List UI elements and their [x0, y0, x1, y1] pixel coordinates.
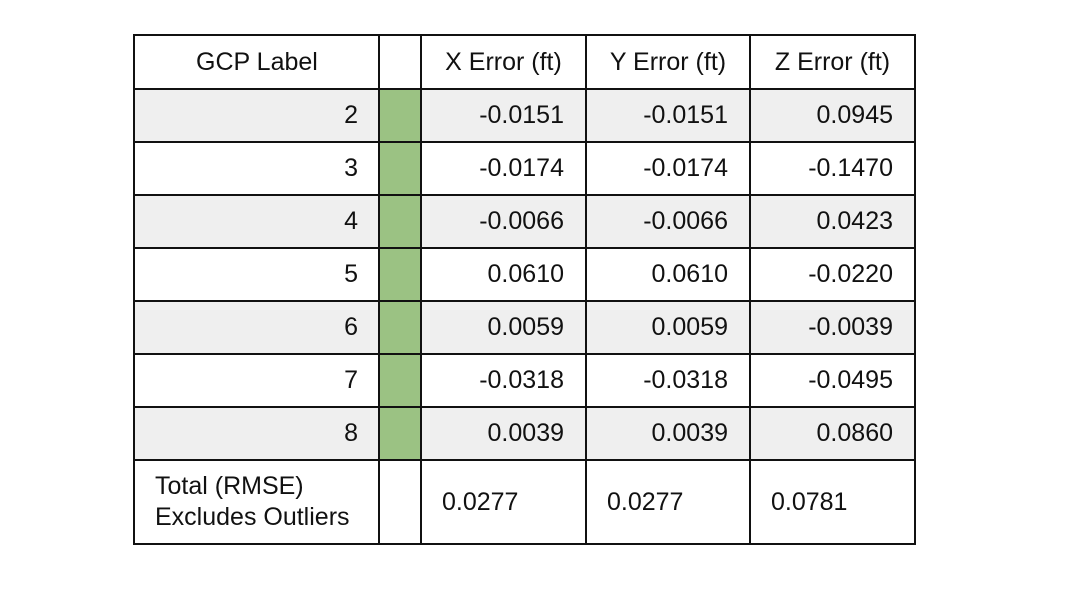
y-error-cell: 0.0610 — [585, 247, 751, 302]
header-z-error: Z Error (ft) — [749, 34, 916, 90]
table-row: 6 0.0059 0.0059 -0.0039 — [133, 300, 916, 355]
gcp-label-cell: 6 — [133, 300, 380, 355]
table-row: 5 0.0610 0.0610 -0.0220 — [133, 247, 916, 302]
gcp-label-cell: 2 — [133, 88, 380, 143]
x-error-cell: 0.0059 — [420, 300, 587, 355]
table-row: 4 -0.0066 -0.0066 0.0423 — [133, 194, 916, 249]
flag-cell — [378, 406, 422, 461]
table-header-row: GCP Label X Error (ft) Y Error (ft) Z Er… — [133, 34, 916, 90]
x-error-cell: 0.0039 — [420, 406, 587, 461]
table-row: 3 -0.0174 -0.0174 -0.1470 — [133, 141, 916, 196]
y-error-cell: -0.0066 — [585, 194, 751, 249]
total-label-line1: Total (RMSE) — [155, 472, 304, 500]
flag-cell — [378, 353, 422, 408]
y-error-cell: -0.0318 — [585, 353, 751, 408]
gcp-label-cell: 8 — [133, 406, 380, 461]
total-y-rmse: 0.0277 — [585, 459, 751, 545]
gcp-label-cell: 7 — [133, 353, 380, 408]
header-x-error: X Error (ft) — [420, 34, 587, 90]
total-z-rmse: 0.0781 — [749, 459, 916, 545]
z-error-cell: 0.0860 — [749, 406, 916, 461]
z-error-cell: -0.0039 — [749, 300, 916, 355]
y-error-cell: -0.0151 — [585, 88, 751, 143]
z-error-cell: 0.0945 — [749, 88, 916, 143]
flag-cell — [378, 88, 422, 143]
x-error-cell: -0.0151 — [420, 88, 587, 143]
header-flag — [378, 34, 422, 90]
total-label-line2: Excludes Outliers — [155, 503, 350, 531]
total-flag-cell — [378, 459, 422, 545]
table-row: 8 0.0039 0.0039 0.0860 — [133, 406, 916, 461]
total-label-cell: Total (RMSE) Excludes Outliers — [133, 459, 380, 545]
flag-cell — [378, 194, 422, 249]
header-gcp-label: GCP Label — [133, 34, 380, 90]
x-error-cell: -0.0174 — [420, 141, 587, 196]
total-rmse-row: Total (RMSE) Excludes Outliers 0.0277 0.… — [133, 459, 916, 545]
z-error-cell: 0.0423 — [749, 194, 916, 249]
total-x-rmse: 0.0277 — [420, 459, 587, 545]
x-error-cell: 0.0610 — [420, 247, 587, 302]
table-row: 2 -0.0151 -0.0151 0.0945 — [133, 88, 916, 143]
z-error-cell: -0.0220 — [749, 247, 916, 302]
flag-cell — [378, 141, 422, 196]
header-y-error: Y Error (ft) — [585, 34, 751, 90]
y-error-cell: 0.0059 — [585, 300, 751, 355]
z-error-cell: -0.0495 — [749, 353, 916, 408]
y-error-cell: 0.0039 — [585, 406, 751, 461]
flag-cell — [378, 247, 422, 302]
z-error-cell: -0.1470 — [749, 141, 916, 196]
x-error-cell: -0.0318 — [420, 353, 587, 408]
flag-cell — [378, 300, 422, 355]
table-row: 7 -0.0318 -0.0318 -0.0495 — [133, 353, 916, 408]
gcp-label-cell: 3 — [133, 141, 380, 196]
gcp-label-cell: 5 — [133, 247, 380, 302]
gcp-label-cell: 4 — [133, 194, 380, 249]
x-error-cell: -0.0066 — [420, 194, 587, 249]
gcp-error-table: GCP Label X Error (ft) Y Error (ft) Z Er… — [133, 34, 916, 545]
y-error-cell: -0.0174 — [585, 141, 751, 196]
